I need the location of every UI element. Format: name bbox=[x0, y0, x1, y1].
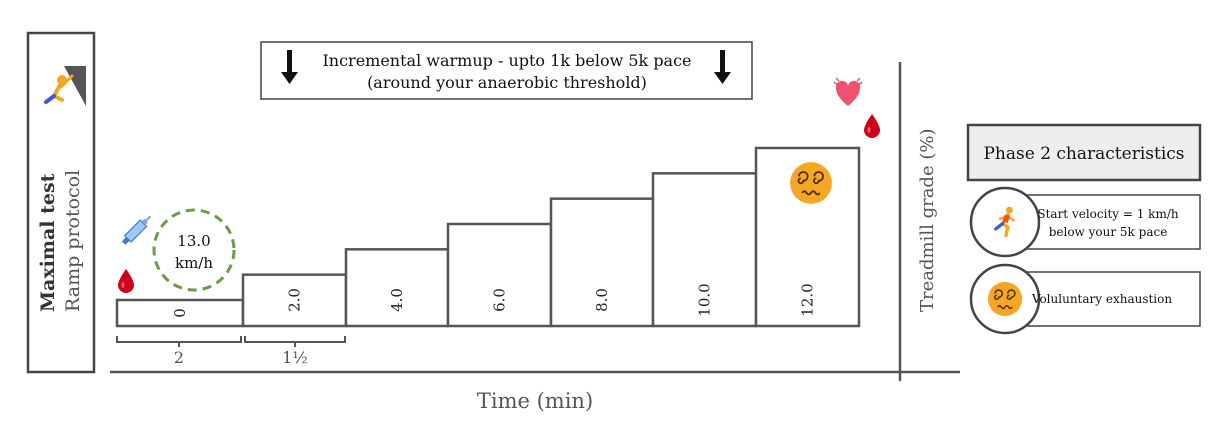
start-speed-value: 13.0 bbox=[177, 232, 210, 250]
side-panel-subtitle: Ramp protocol bbox=[62, 170, 84, 312]
bar-label-3: 6.0 bbox=[491, 288, 509, 312]
start-speed-circle bbox=[152, 208, 236, 292]
syringe-icon bbox=[121, 215, 152, 245]
phase2-item-1-line2: below your 5k pace bbox=[1049, 225, 1168, 239]
down-arrow-icon-left bbox=[281, 50, 298, 84]
duration-label-2: 1½ bbox=[282, 348, 308, 367]
bar-label-5: 10.0 bbox=[696, 283, 714, 316]
warmup-banner bbox=[260, 41, 753, 100]
bar-1 bbox=[241, 273, 348, 328]
phase2-title-box bbox=[966, 123, 1202, 182]
banner-line1: Incremental warmup - upto 1k below 5k pa… bbox=[322, 51, 691, 70]
phase2-title: Phase 2 characteristics bbox=[983, 144, 1184, 164]
start-speed-unit: km/h bbox=[175, 254, 213, 272]
bar-label-2: 4.0 bbox=[388, 288, 406, 312]
duration-brace-2 bbox=[244, 336, 346, 347]
duration-label-1: 2 bbox=[174, 348, 184, 367]
bars-group: 0 2.0 4.0 6.0 8.0 10.0 12.0 bbox=[115, 146, 861, 328]
duration-brace-1 bbox=[116, 336, 242, 347]
dizzy-face-icon-chart bbox=[789, 161, 833, 205]
dizzy-face-icon-phase2 bbox=[987, 281, 1023, 317]
blood-drop-icon-left bbox=[118, 269, 134, 293]
phase2-item-1-line1: Start velocity = 1 km/h bbox=[1037, 207, 1179, 221]
blood-drop-icon-right bbox=[864, 114, 880, 138]
bar-4 bbox=[549, 197, 655, 328]
beating-heart-icon bbox=[833, 77, 863, 106]
bar-label-4: 8.0 bbox=[593, 288, 611, 312]
climber-icon bbox=[44, 66, 86, 106]
side-panel-frame bbox=[26, 31, 96, 374]
bar-label-0: 0 bbox=[171, 308, 189, 318]
bar-label-1: 2.0 bbox=[286, 288, 304, 312]
bar-0 bbox=[115, 298, 245, 328]
phase2-item-2-text: Voluluntary exhaustion bbox=[1031, 292, 1172, 306]
bar-5 bbox=[651, 172, 758, 328]
bar-3 bbox=[446, 222, 553, 328]
x-axis-label: Time (min) bbox=[477, 389, 593, 413]
banner-line2: (around your anaerobic threshold) bbox=[367, 73, 647, 92]
side-panel-title: Maximal test bbox=[37, 173, 59, 312]
bar-label-6: 12.0 bbox=[799, 283, 817, 316]
bar-2 bbox=[344, 248, 450, 328]
y-axis-label: Treadmill grade (%) bbox=[917, 129, 938, 312]
down-arrow-icon-right bbox=[714, 50, 731, 84]
